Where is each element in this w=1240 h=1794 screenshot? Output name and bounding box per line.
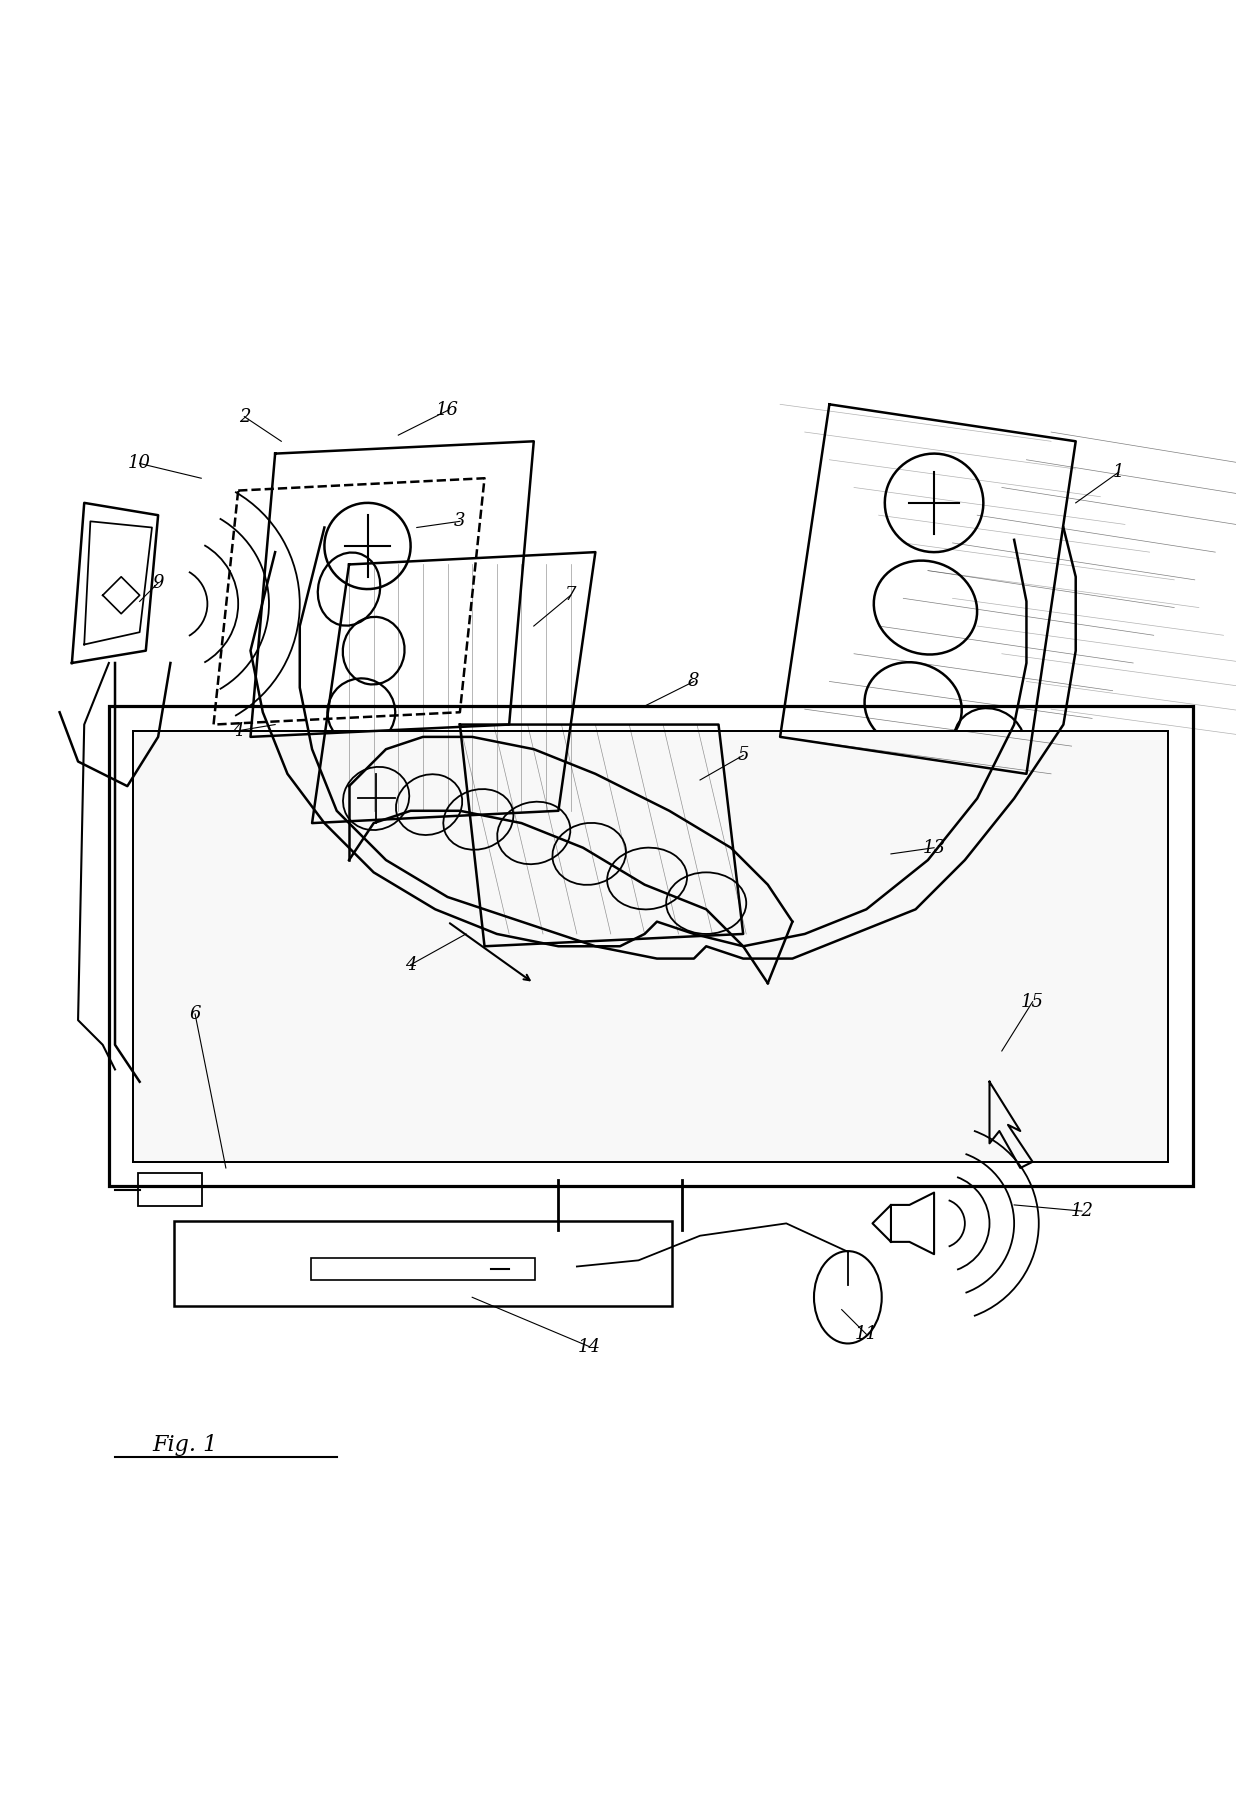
Text: 2: 2 [238,407,250,425]
Text: 1: 1 [1114,463,1125,481]
Text: 9: 9 [153,574,164,592]
Text: 5: 5 [738,746,749,764]
Text: 10: 10 [128,454,151,472]
Text: 6: 6 [190,1005,201,1023]
Text: 7: 7 [565,587,577,605]
FancyBboxPatch shape [134,730,1168,1163]
Text: 4: 4 [405,956,417,974]
Text: 8: 8 [688,673,699,691]
Text: 12: 12 [1070,1202,1094,1220]
Text: 14: 14 [578,1338,600,1356]
Text: 13: 13 [923,840,946,858]
Text: 11: 11 [854,1326,878,1344]
Text: 4: 4 [232,721,244,739]
Text: Fig. 1: Fig. 1 [153,1433,217,1457]
Text: 3: 3 [454,513,466,531]
Text: 16: 16 [436,402,459,420]
Text: 15: 15 [1021,992,1044,1010]
